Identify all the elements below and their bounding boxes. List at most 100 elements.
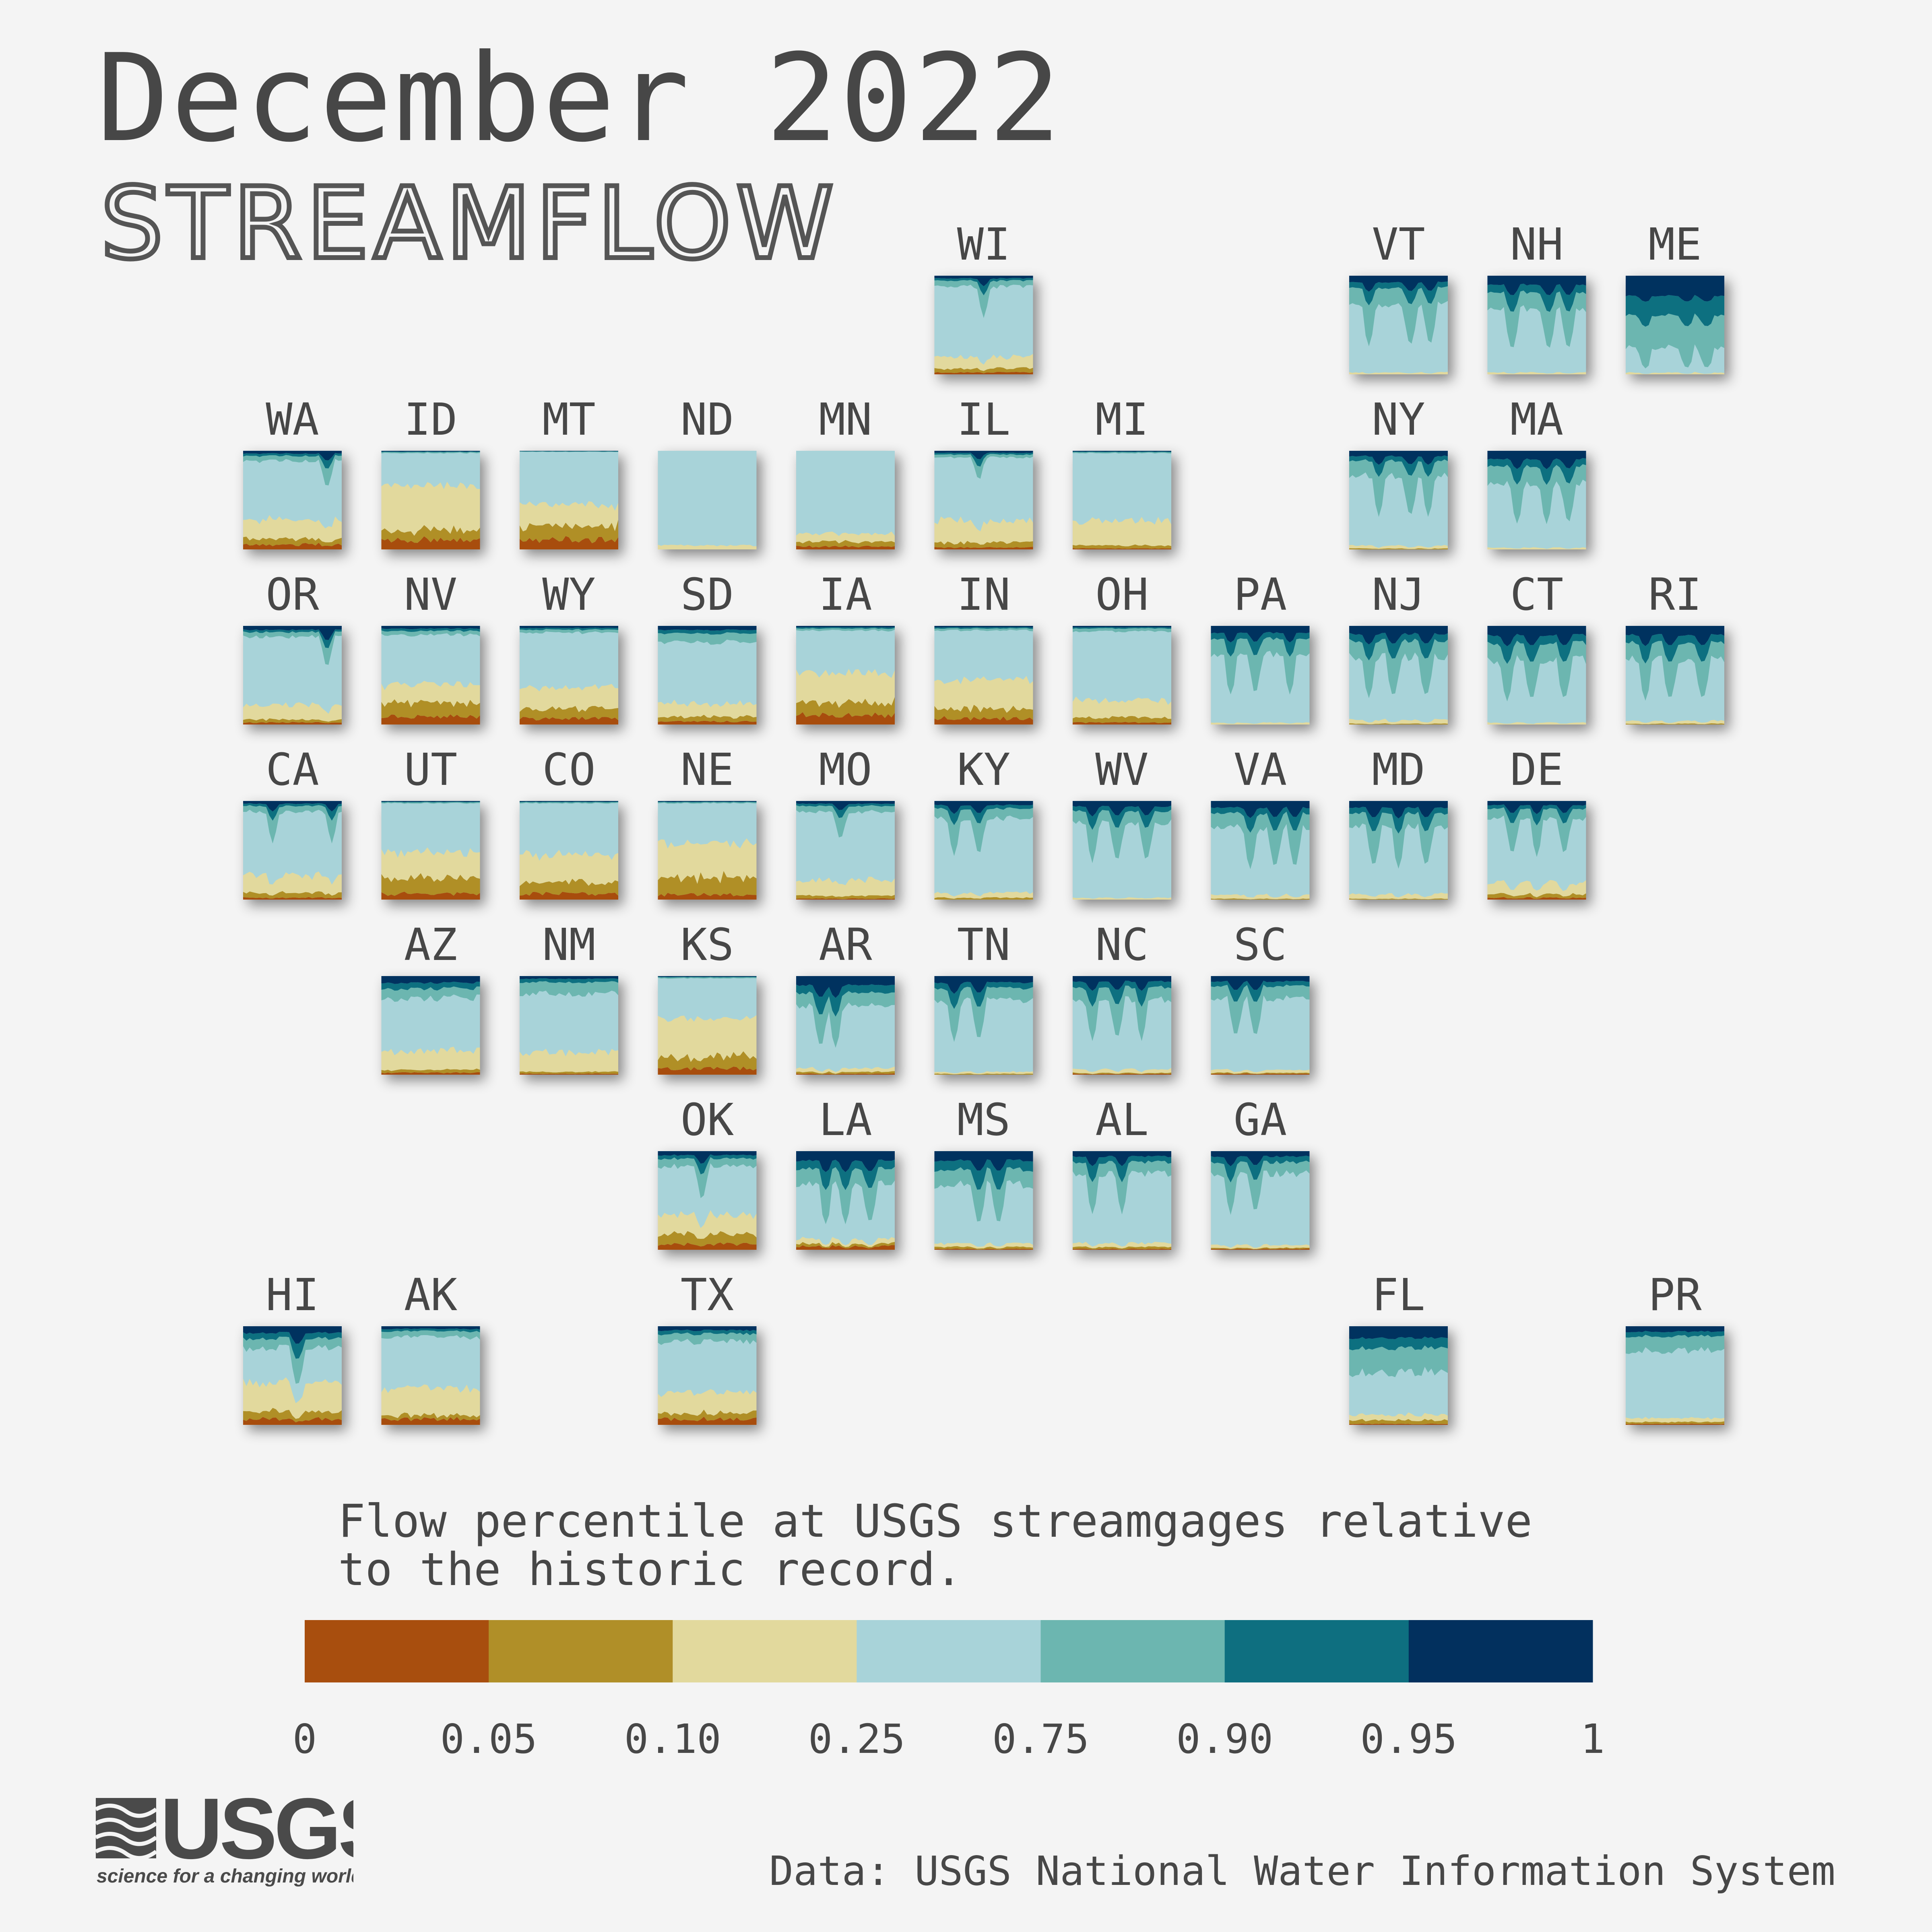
flow-band-0.75-0.90 [1073,809,1171,863]
state-label: PR [1648,1269,1702,1321]
state-tile-in: IN [934,569,1033,724]
flow-band-0-0.05 [1073,1073,1171,1075]
flow-band-0-0.05 [658,1066,757,1075]
flow-band-0.90-0.95 [243,453,342,469]
streamflow-stack [1487,626,1586,724]
streamflow-stack [1073,1151,1171,1250]
state-label: IA [819,569,872,620]
state-tile-az: AZ [381,919,480,1075]
state-tile-pa: PA [1211,569,1310,724]
streamflow-stack [1211,1151,1310,1250]
state-label: FL [1372,1269,1425,1321]
flow-band-0.05-0.10 [934,704,1033,720]
flow-band-0.10-0.25 [934,676,1033,713]
flow-band-0.05-0.10 [796,697,895,718]
state-tile-fl: FL [1349,1269,1448,1425]
flow-band-0.10-0.25 [1626,372,1724,374]
flow-band-0.90-0.95 [381,801,480,803]
streamflow-stack [796,976,895,1075]
streamflow-stack [381,626,480,724]
flow-band-0.75-0.90 [1211,1160,1310,1215]
state-label: DE [1510,744,1563,795]
state-label: TN [957,919,1010,970]
flow-band-0.95-1 [520,801,618,802]
flow-band-0-0.05 [796,898,895,900]
flow-band-0.95-1 [1211,976,1310,990]
flow-band-0.75-0.90 [520,451,618,452]
state-label: VA [1234,744,1287,795]
state-label: MI [1095,394,1148,445]
legend-tick-label: 0 [293,1715,317,1763]
state-tile-ny: NY [1349,394,1448,549]
flow-band-0.75-0.90 [381,802,480,804]
state-label: SD [681,569,734,620]
flow-band-0.10-0.25 [1211,1069,1310,1074]
flow-band-0-0.05 [658,720,757,724]
flow-band-0-0.05 [520,1073,618,1075]
streamflow-stack [796,801,895,900]
state-tile-ky: KY [934,744,1033,900]
streamflow-stack [1211,626,1310,724]
flow-band-0.75-0.90 [1349,638,1448,698]
flow-band-0.75-0.90 [1487,290,1586,348]
legend-swatch [857,1620,1041,1682]
flow-band-0-0.05 [934,547,1033,549]
flow-band-0.05-0.10 [796,895,895,899]
flow-band-0.95-1 [934,976,1033,994]
flow-band-0.10-0.25 [243,515,342,543]
legend-tick-label: 1 [1581,1715,1605,1763]
flow-band-0.10-0.25 [1349,372,1448,374]
state-tile-al: AL [1073,1094,1171,1250]
flow-band-0.90-0.95 [1349,807,1448,834]
flow-band-0.05-0.10 [658,1051,757,1071]
state-label: WI [957,219,1010,270]
flow-band-0.05-0.10 [658,1231,757,1247]
flow-band-0.05-0.10 [934,367,1033,374]
flow-band-0.95-1 [658,626,757,631]
state-tile-ne: NE [658,744,757,900]
state-label: MS [957,1094,1010,1146]
flow-band-0-0.05 [243,722,342,724]
legend-tick-label: 0.75 [992,1715,1089,1763]
flow-band-0.95-1 [658,1326,757,1331]
streamflow-stack [658,1326,757,1425]
state-label: CA [266,744,319,795]
flow-band-0.05-0.10 [1211,1247,1310,1250]
chart-subtitle: STREAMFLOW [101,169,836,274]
flow-band-0.75-0.90 [796,1166,895,1224]
flow-band-0.95-1 [1487,801,1586,814]
state-tile-ma: MA [1487,394,1586,549]
state-label: AZ [404,919,457,970]
flow-band-0.05-0.10 [658,1410,757,1421]
flow-band-0.10-0.25 [796,1236,895,1247]
flow-band-0.95-1 [934,626,1033,628]
state-tile-ks: KS [658,919,757,1075]
flow-band-0.05-0.10 [381,699,480,719]
state-label: WV [1095,744,1148,795]
flow-band-0-0.05 [381,714,480,724]
streamflow-stack [243,1326,342,1425]
flow-band-0.90-0.95 [1626,295,1724,327]
flow-band-0.05-0.10 [658,871,757,897]
flow-band-0.95-1 [381,801,480,802]
flow-band-0.05-0.10 [796,1071,895,1075]
state-label: GA [1234,1094,1287,1146]
flow-band-0.90-0.95 [520,451,618,452]
flow-band-0.95-1 [796,626,895,628]
streamflow-stack [520,801,618,900]
streamflow-stack [1073,801,1171,900]
flow-band-0.10-0.25 [934,1242,1033,1249]
legend-tick-label: 0.95 [1360,1715,1457,1763]
flow-band-0.95-1 [934,276,1033,287]
state-label: LA [819,1094,872,1146]
flow-band-0-0.05 [934,1248,1033,1250]
flow-band-0.90-0.95 [520,627,618,631]
state-tile-sd: SD [658,569,757,724]
flow-band-0.90-0.95 [658,976,757,978]
streamflow-stack [1626,626,1724,724]
flow-band-0.95-1 [1349,626,1448,645]
state-tile-ak: AK [381,1269,480,1425]
flow-band-0.10-0.25 [658,1015,757,1062]
flow-band-0.75-0.90 [796,991,895,1048]
flow-band-0.90-0.95 [1073,980,1171,1007]
